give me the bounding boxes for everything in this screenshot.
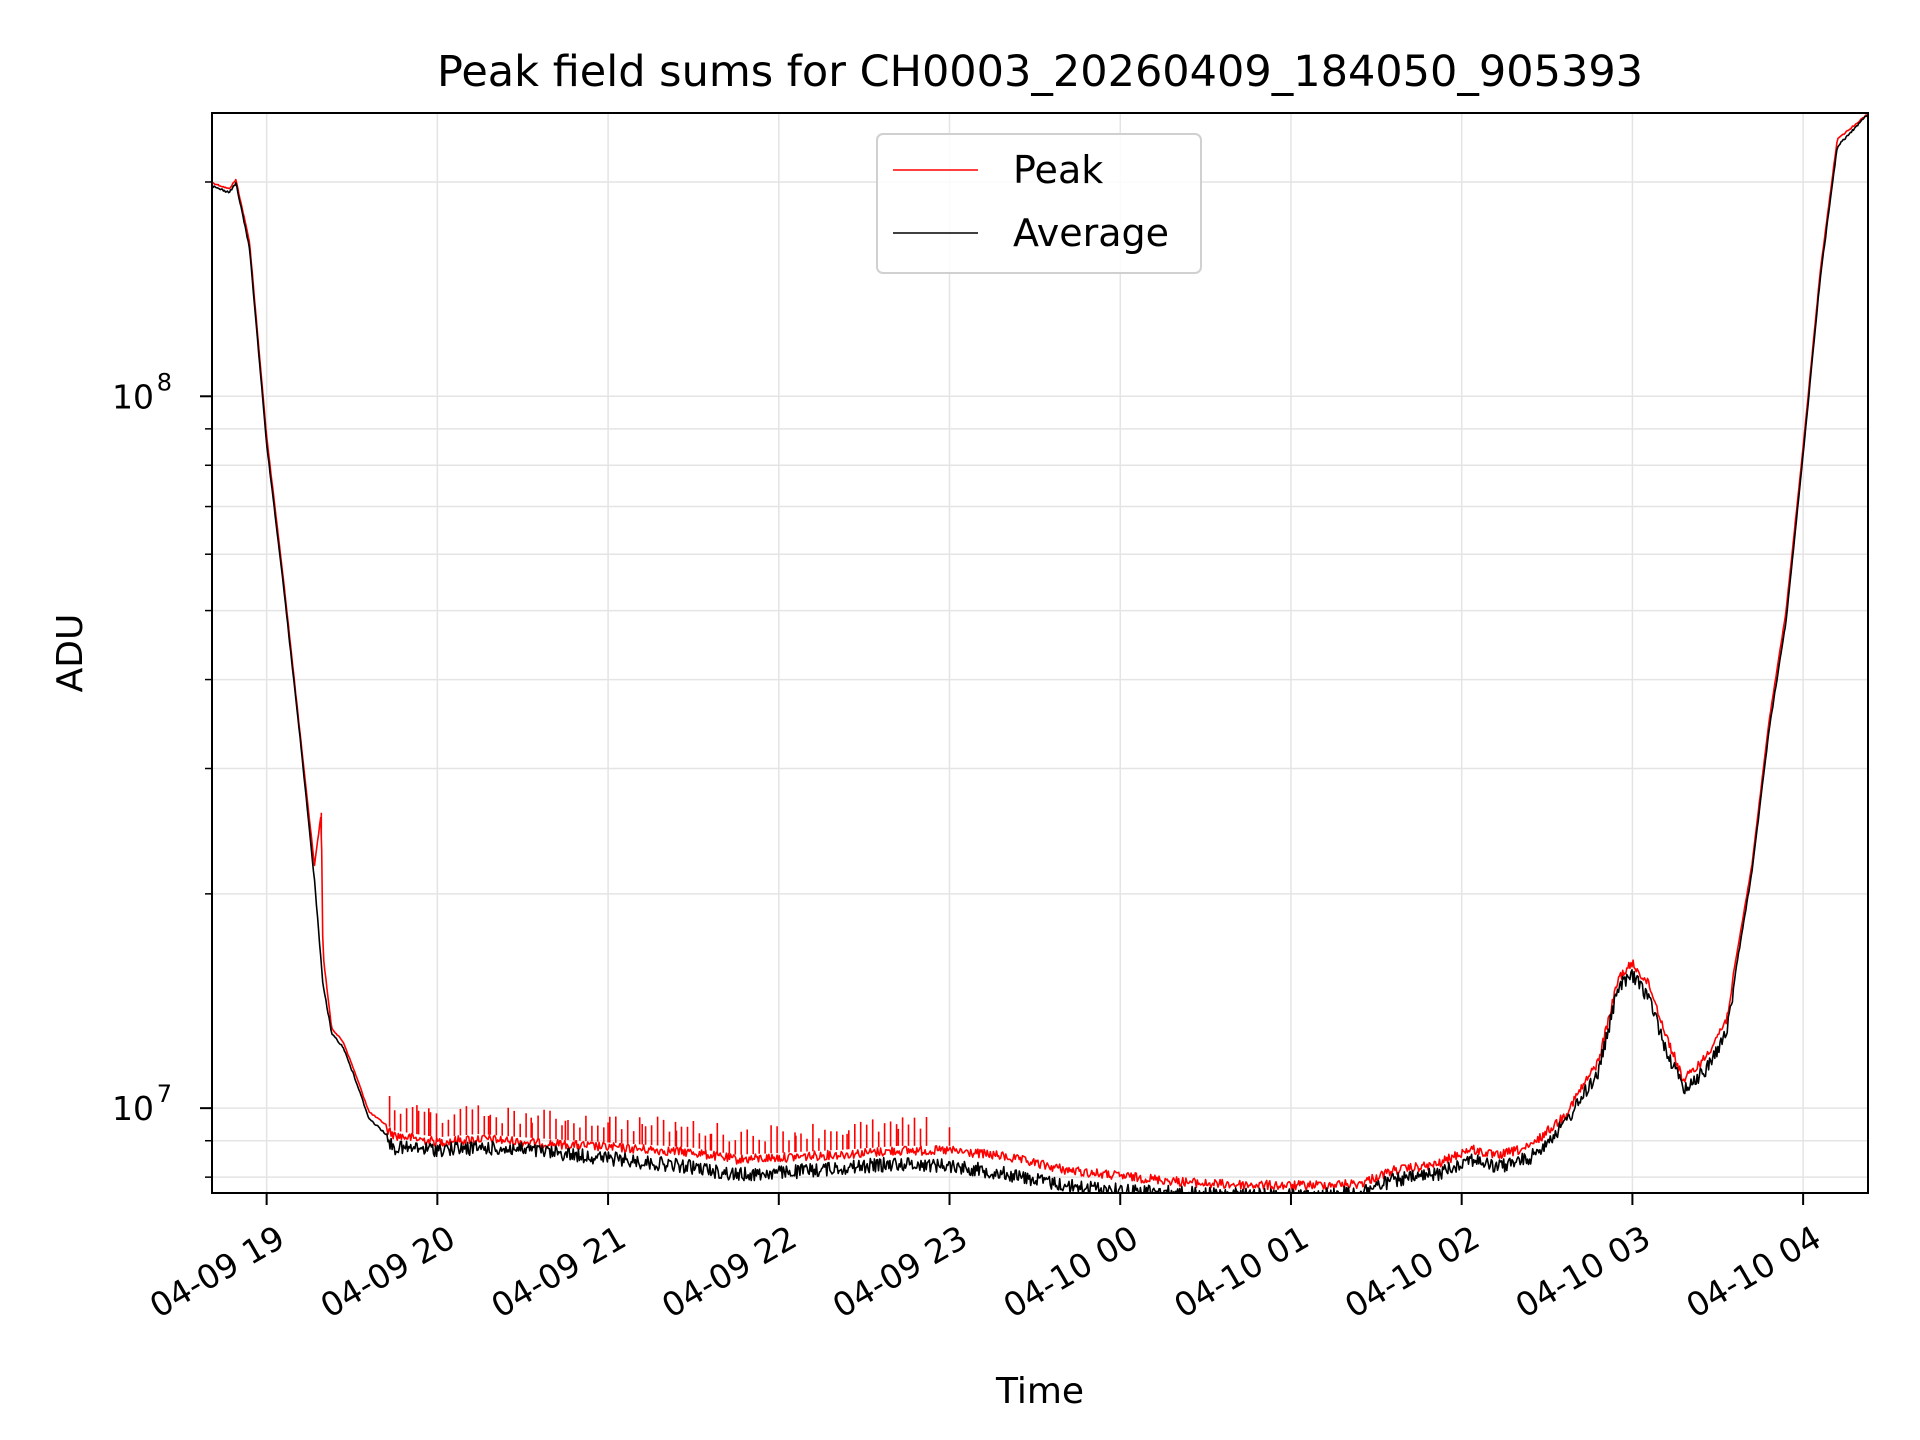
y-tick-base: 10 (112, 1089, 154, 1128)
y-tick-exponent: 7 (157, 1080, 172, 1108)
y-tick-label: 10 (112, 377, 154, 416)
series-line-peak (212, 113, 1868, 1191)
y-axis-label: ADU (50, 614, 91, 693)
plot-frame (211, 112, 1869, 1194)
legend-average-label: Average (1013, 211, 1169, 255)
chart-title: Peak field sums for CH0003_20260409_1840… (437, 47, 1643, 97)
series-layer (212, 113, 1868, 1193)
x-axis-label: Time (995, 1371, 1084, 1412)
legend-peak-label: Peak (1013, 148, 1103, 192)
y-tick-exponent: 8 (157, 368, 172, 396)
legend-box (876, 133, 1202, 274)
series-line-average (212, 114, 1868, 1193)
y-tick-label: 10 (112, 1089, 154, 1128)
y-tick-base: 10 (112, 377, 154, 416)
legend: Peak Average (876, 133, 1202, 274)
